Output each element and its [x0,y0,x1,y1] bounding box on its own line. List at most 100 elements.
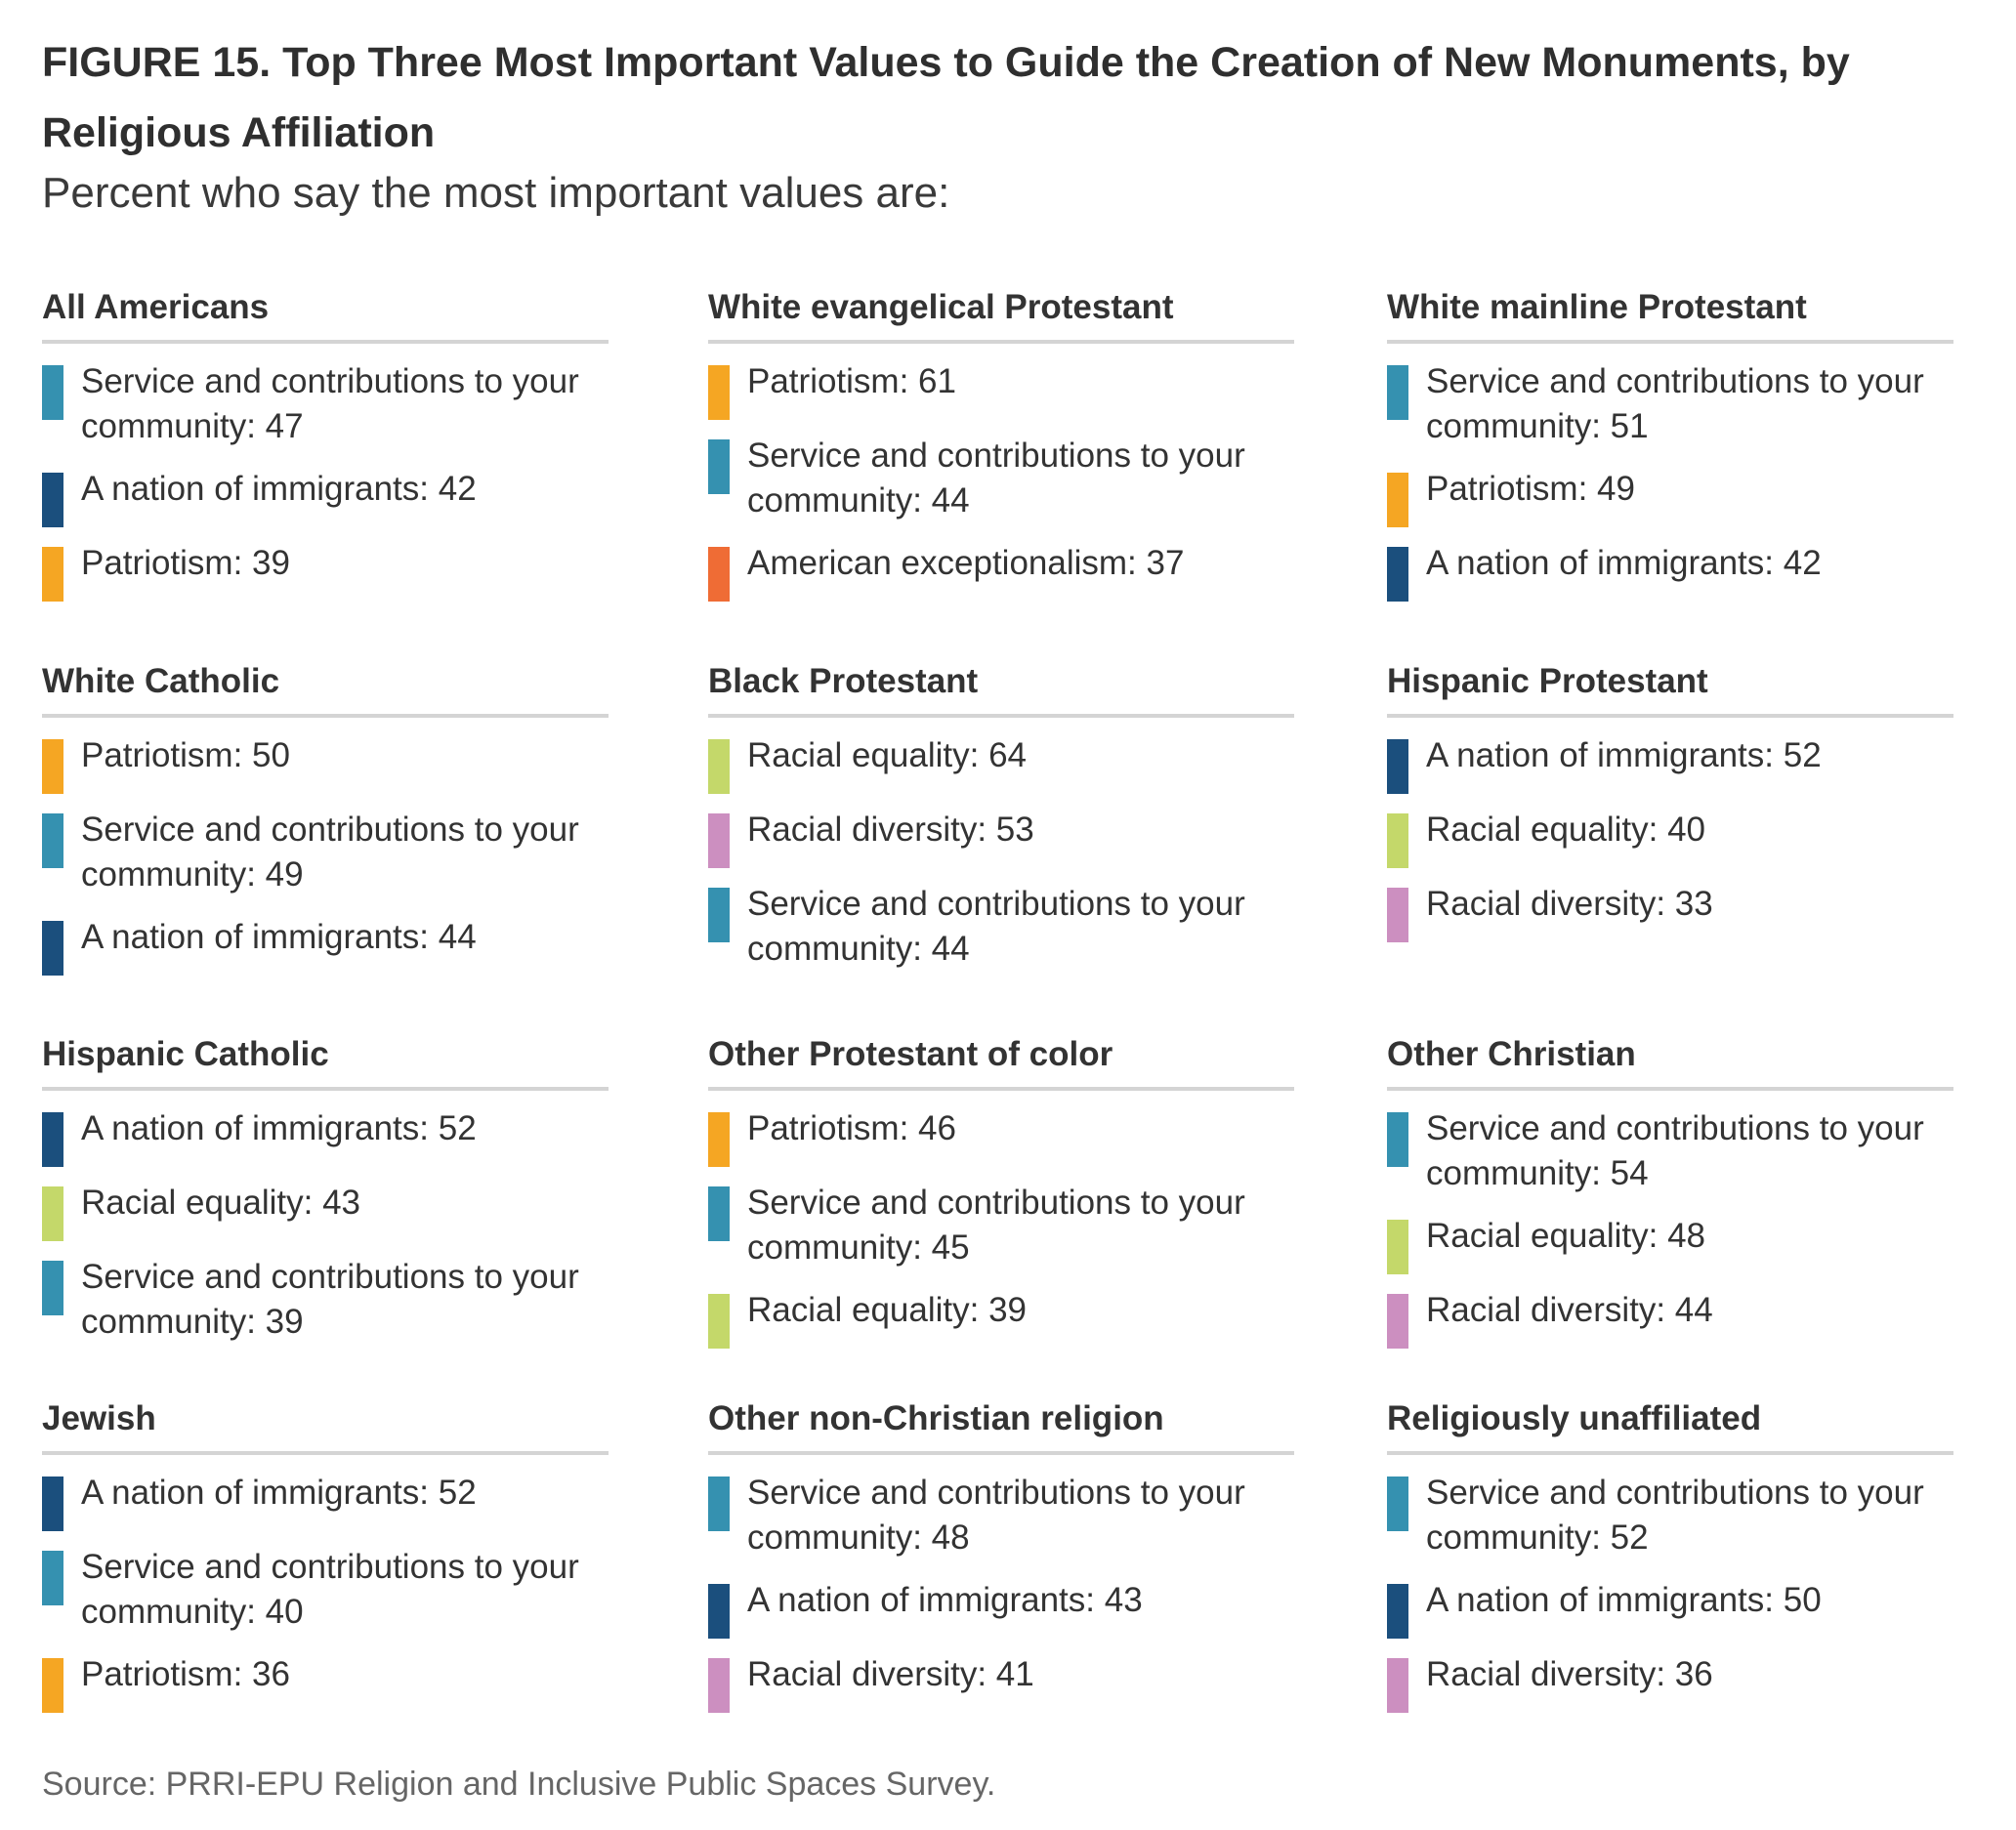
value-label: Service and contributions to your commun… [81,811,579,894]
value-item: Service and contributions to your commun… [42,808,628,897]
value-item: Service and contributions to your commun… [42,359,628,449]
value-swatch [708,1294,730,1349]
group-panel: Other Christian Service and contributions… [1387,1030,1973,1362]
value-swatch [1387,1658,1408,1713]
value-label: Patriotism: 39 [81,544,290,582]
group-divider [42,340,609,344]
value-label: Patriotism: 50 [81,736,290,774]
value-item: American exceptionalism: 37 [708,541,1294,602]
value-swatch [1387,1584,1408,1639]
value-label: Racial diversity: 36 [1426,1655,1713,1693]
value-item: Service and contributions to your commun… [708,434,1294,523]
value-label: Racial diversity: 44 [1426,1291,1713,1329]
group-title: White mainline Protestant [1387,288,1807,326]
value-item: A nation of immigrants: 52 [42,1471,628,1531]
value-item: Patriotism: 46 [708,1106,1294,1167]
value-label: A nation of immigrants: 50 [1426,1581,1822,1619]
source-note: Source: PRRI-EPU Religion and Inclusive … [42,1766,996,1803]
value-label: A nation of immigrants: 52 [1426,736,1822,774]
group-divider [1387,1087,1953,1091]
group-panel: White Catholic Patriotism: 50 Service and … [42,657,628,989]
value-item: Service and contributions to your commun… [708,882,1294,972]
group-panel: Jewish A nation of immigrants: 52 Service … [42,1394,628,1726]
value-swatch [1387,1476,1408,1531]
value-item: Racial equality: 39 [708,1288,1294,1349]
group-panel: Hispanic Protestant A nation of immigrant… [1387,657,1973,956]
group-divider [42,1451,609,1455]
group-title: Religiously unaffiliated [1387,1399,1762,1437]
value-item: Patriotism: 49 [1387,467,1973,527]
group-panel: Other Protestant of color Patriotism: 46 S… [708,1030,1294,1362]
value-item: Patriotism: 50 [42,733,628,794]
value-item: A nation of immigrants: 42 [1387,541,1973,602]
value-label: A nation of immigrants: 42 [81,470,477,508]
value-label: Patriotism: 49 [1426,470,1635,508]
value-label: Patriotism: 36 [81,1655,290,1693]
value-item: Patriotism: 36 [42,1652,628,1713]
group-panel: White evangelical Protestant Patriotism: … [708,283,1294,615]
value-label: Racial equality: 64 [747,736,1027,774]
value-item: Racial diversity: 33 [1387,882,1973,942]
value-swatch [1387,365,1408,420]
value-swatch [708,739,730,794]
value-item: A nation of immigrants: 43 [708,1578,1294,1639]
value-swatch [1387,547,1408,602]
value-swatch [42,739,63,794]
value-item: A nation of immigrants: 42 [42,467,628,527]
value-swatch [708,547,730,602]
value-item: Service and contributions to your commun… [1387,359,1973,449]
group-panel: All Americans Service and contributions t… [42,283,628,615]
value-item: Racial diversity: 36 [1387,1652,1973,1713]
value-swatch [1387,1112,1408,1167]
group-divider [1387,340,1953,344]
group-title: Hispanic Catholic [42,1035,329,1073]
value-label: Racial diversity: 41 [747,1655,1034,1693]
value-label: Racial equality: 39 [747,1291,1027,1329]
value-item: Racial diversity: 41 [708,1652,1294,1713]
value-swatch [708,1476,730,1531]
value-label: A nation of immigrants: 52 [81,1474,477,1512]
value-swatch [1387,739,1408,794]
value-swatch [708,1112,730,1167]
value-label: Service and contributions to your commun… [747,885,1245,968]
group-title: Jewish [42,1399,156,1437]
group-divider [708,714,1294,718]
value-label: Service and contributions to your commun… [81,1258,579,1341]
value-swatch [42,813,63,868]
value-label: American exceptionalism: 37 [747,544,1185,582]
group-title: Other non-Christian religion [708,1399,1164,1437]
value-label: Service and contributions to your commun… [1426,1109,1924,1192]
group-divider [1387,714,1953,718]
group-title: White Catholic [42,662,280,700]
value-swatch [42,1551,63,1605]
value-swatch [708,1186,730,1241]
value-item: Service and contributions to your commun… [708,1471,1294,1560]
value-item: Racial equality: 64 [708,733,1294,794]
value-label: Service and contributions to your commun… [1426,362,1924,445]
value-label: Racial equality: 48 [1426,1217,1705,1255]
value-swatch [1387,1294,1408,1349]
group-title: Hispanic Protestant [1387,662,1708,700]
value-label: Service and contributions to your commun… [1426,1474,1924,1557]
value-label: A nation of immigrants: 52 [81,1109,477,1147]
value-swatch [42,473,63,527]
group-divider [42,1087,609,1091]
group-divider [708,340,1294,344]
value-item: Racial equality: 43 [42,1181,628,1241]
group-title: All Americans [42,288,270,326]
group-panel: Hispanic Catholic A nation of immigrants:… [42,1030,628,1362]
value-item: Service and contributions to your commun… [708,1181,1294,1270]
value-swatch [42,1476,63,1531]
value-swatch [42,1186,63,1241]
value-label: Racial diversity: 53 [747,811,1034,849]
group-title: White evangelical Protestant [708,288,1174,326]
value-swatch [42,547,63,602]
value-item: Racial diversity: 53 [708,808,1294,868]
value-label: Racial equality: 40 [1426,811,1705,849]
value-item: Service and contributions to your commun… [1387,1106,1973,1196]
value-label: A nation of immigrants: 43 [747,1581,1143,1619]
value-label: Service and contributions to your commun… [81,1548,579,1631]
value-label: A nation of immigrants: 44 [81,918,477,956]
value-label: A nation of immigrants: 42 [1426,544,1822,582]
value-item: A nation of immigrants: 52 [1387,733,1973,794]
